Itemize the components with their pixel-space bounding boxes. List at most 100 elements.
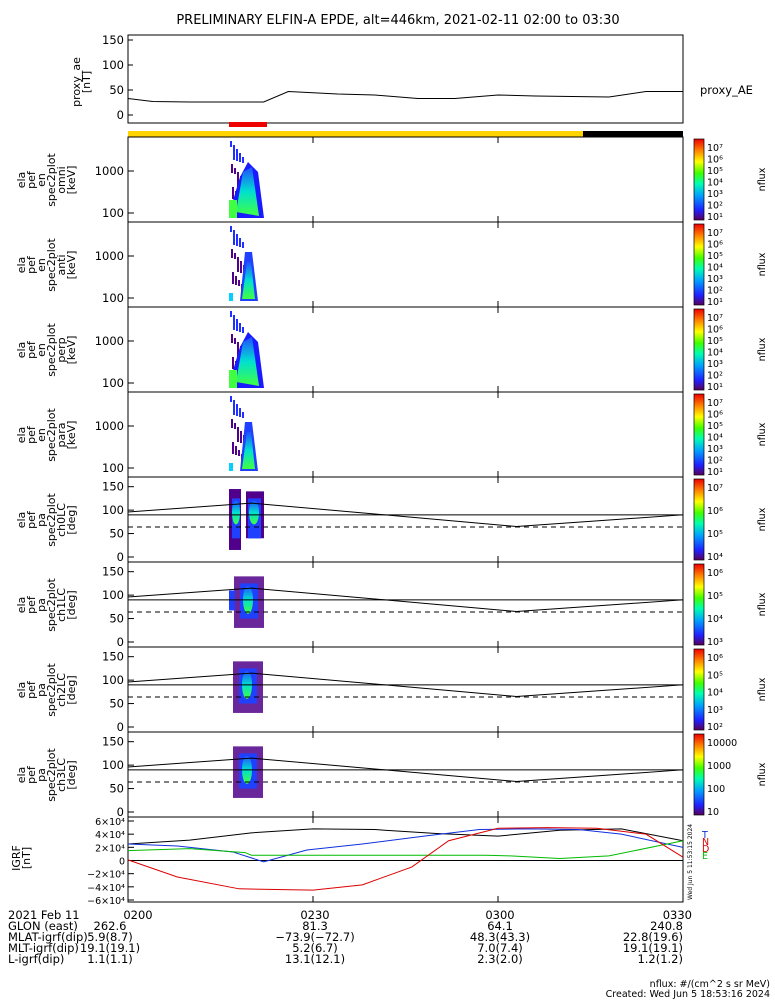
y-tick-label: 150 bbox=[102, 735, 124, 749]
y-tick-label: 1000 bbox=[95, 334, 124, 348]
y-tick-label: 150 bbox=[102, 650, 124, 664]
axis-label-line: pef bbox=[25, 680, 38, 699]
colorbar-tick-label: 10⁶ bbox=[707, 155, 723, 166]
flux-noise bbox=[234, 253, 236, 259]
flux-noise bbox=[240, 431, 242, 443]
y-tick-label: 50 bbox=[109, 83, 124, 97]
colorbar-tick-label: 10 bbox=[707, 807, 719, 818]
y-tick-label: 0 bbox=[117, 635, 124, 649]
colorbar-label: nflux bbox=[757, 422, 768, 446]
status-bar bbox=[128, 131, 583, 137]
axis-label-line: [deg] bbox=[65, 760, 78, 789]
flux-core bbox=[249, 500, 259, 525]
proxy-ae-ylabel: proxy_ae[nT] bbox=[70, 57, 93, 107]
axis-label-line: spec2plot bbox=[45, 663, 58, 717]
y-tick-label: 1000 bbox=[95, 249, 124, 263]
colorbar-tick-label: 1000 bbox=[707, 761, 731, 772]
ephemeris-value: 22.8(19.6) bbox=[623, 930, 683, 944]
colorbar bbox=[693, 648, 705, 731]
y-tick-label: 0 bbox=[117, 108, 124, 122]
ephemeris-value: 1.1(1.1) bbox=[87, 952, 133, 966]
pitch-angle-data bbox=[233, 746, 263, 798]
energy-spectrogram-frame bbox=[127, 136, 684, 223]
axis-label-line: ch3LC bbox=[55, 758, 68, 792]
flux-noise bbox=[242, 327, 244, 333]
igrf-legend-D: D bbox=[702, 844, 709, 855]
colorbar-tick-label: 10¹ bbox=[707, 297, 723, 308]
ephemeris-value: 2.3(2.0) bbox=[477, 952, 523, 966]
flux-noise bbox=[236, 404, 238, 416]
colorbar-tick-label: 10² bbox=[707, 201, 723, 212]
axis-label-line: ch0LC bbox=[55, 503, 68, 537]
colorbar-tick-label: 10⁵ bbox=[707, 421, 723, 432]
y-tick-label: 100 bbox=[102, 58, 124, 72]
loss-cone-line bbox=[127, 672, 684, 698]
flux-noise bbox=[235, 276, 237, 285]
axis-label-line: para bbox=[55, 423, 68, 448]
ephemeris-value: 240.8 bbox=[650, 919, 683, 933]
colorbar bbox=[693, 563, 705, 646]
axis-label-line: [nT] bbox=[80, 71, 93, 93]
flux-core bbox=[242, 432, 255, 469]
ephemeris-value: 0330 bbox=[663, 908, 692, 922]
flux-noise bbox=[230, 396, 232, 402]
y-tick-label: 100 bbox=[102, 376, 124, 390]
flux-noise bbox=[237, 342, 239, 357]
igrf-legend-T: T bbox=[701, 830, 708, 841]
y-tick-label: 0 bbox=[119, 857, 125, 868]
axis-label-line: ela bbox=[15, 172, 28, 189]
colorbar-tick-label: 10⁴ bbox=[707, 433, 723, 444]
colorbar-tick-label: 10² bbox=[707, 722, 723, 733]
colorbar-tick-label: 10³ bbox=[707, 359, 723, 370]
science-zone-bar bbox=[229, 122, 267, 127]
colorbar-tick-label: 10¹ bbox=[707, 382, 723, 393]
ephemeris-value: 7.0(7.4) bbox=[477, 941, 523, 955]
colorbar-tick-label: 10³ bbox=[707, 274, 723, 285]
timestamp-text: Wed Jun 5 11:53:15 2024 bbox=[687, 824, 694, 900]
flux-noise bbox=[239, 153, 241, 162]
y-tick-label: −4×10⁴ bbox=[87, 883, 125, 894]
flux-low-energy bbox=[229, 200, 237, 218]
ephemeris-value: 81.3 bbox=[302, 919, 328, 933]
colorbar-tick-label: 10⁶ bbox=[707, 653, 723, 664]
y-tick-label: 50 bbox=[109, 527, 124, 541]
colorbar-label: nflux bbox=[757, 167, 768, 191]
axis-label-line: [keV] bbox=[65, 421, 78, 450]
axis-label-line: en bbox=[35, 343, 48, 357]
ephemeris-label: MLAT-igrf(dip) bbox=[8, 930, 88, 944]
flux-core bbox=[242, 262, 255, 299]
ephemeris-value: 5.9(8.7) bbox=[87, 930, 133, 944]
colorbar-tick-label: 10³ bbox=[707, 189, 723, 200]
axis-label-line: en bbox=[35, 258, 48, 272]
axis-label-line: ela bbox=[15, 597, 28, 614]
colorbar-label-text: nflux bbox=[757, 592, 768, 616]
loss-cone-line bbox=[127, 757, 684, 783]
colorbar-tick-label: 10⁵ bbox=[707, 529, 723, 540]
igrf-legend-E: E bbox=[702, 851, 708, 862]
axis-label-line: spec2plot bbox=[45, 493, 58, 547]
axis-label-line: pa bbox=[35, 768, 48, 782]
flux-low-energy bbox=[229, 463, 233, 471]
flux-noise bbox=[232, 357, 234, 369]
flux-noise bbox=[242, 242, 244, 248]
spectrogram-data bbox=[229, 396, 258, 471]
colorbar-tick-label: 10⁵ bbox=[707, 591, 723, 602]
flux-noise bbox=[233, 400, 235, 415]
colorbar-tick-label: 10⁷ bbox=[707, 398, 723, 409]
ephemeris-value: 0230 bbox=[300, 908, 329, 922]
flux-noise bbox=[232, 442, 234, 454]
plot-title: PRELIMINARY ELFIN-A EPDE, alt=446km, 202… bbox=[176, 13, 619, 28]
axis-label-line: ela bbox=[15, 767, 28, 784]
axis-label-line: ch1LC bbox=[55, 588, 68, 622]
proxy-ae-line bbox=[127, 90, 683, 103]
axis-label-line: spec2plot bbox=[45, 238, 58, 292]
y-tick-label: 100 bbox=[102, 291, 124, 305]
flux-noise bbox=[230, 311, 232, 317]
flux-noise bbox=[233, 230, 235, 245]
loss-cone-line bbox=[127, 502, 684, 528]
y-tick-label: 100 bbox=[102, 673, 124, 687]
colorbar-tick-label: 10⁴ bbox=[707, 263, 723, 274]
y-tick-label: 1000 bbox=[95, 419, 124, 433]
